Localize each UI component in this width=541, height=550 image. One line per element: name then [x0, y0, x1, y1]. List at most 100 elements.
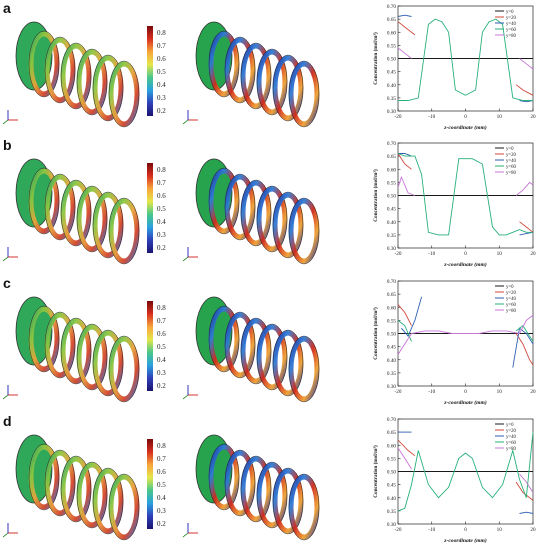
- colorbar: 0.8 0.7 0.6 0.5 0.4 0.3 0.2: [147, 439, 166, 529]
- y-tick-label: 0.60: [387, 443, 396, 449]
- helix-ribbon: [76, 186, 108, 252]
- colorbar-tick-label: 0.6: [157, 330, 166, 338]
- helix-ribbon: [108, 61, 140, 127]
- axis-y: [182, 119, 189, 125]
- legend-label: y=40: [506, 159, 517, 164]
- helix-ribbon: [288, 474, 320, 540]
- helix-ribbon: [208, 444, 240, 510]
- axis-triad: [182, 385, 198, 400]
- helix-edge: [240, 179, 272, 247]
- cylinder-disk: [15, 158, 53, 228]
- series-line-y80: [397, 447, 412, 470]
- helix-edge: [76, 48, 108, 116]
- legend-label: y=60: [506, 165, 517, 170]
- helix-ribbon: [256, 324, 288, 390]
- axis-y: [2, 532, 9, 538]
- y-tick-label: 0.30: [387, 246, 396, 252]
- helix-ribbon: [240, 318, 272, 384]
- concentration-render-left: [2, 434, 140, 541]
- y-tick-label: 0.60: [387, 30, 396, 36]
- legend-label: y=0: [506, 10, 514, 15]
- concentration-line-chart: 0.30 0.35 0.40 0.45 0.50 0.55 0.60 0.65 0.70 -20 -…: [372, 279, 536, 406]
- legend-label: y=20: [506, 291, 517, 296]
- y-tick-label: 0.55: [387, 456, 396, 462]
- axis-y: [2, 119, 9, 125]
- legend-label: y=0: [506, 285, 514, 290]
- series-line-y20: [515, 481, 534, 501]
- helix-ribbon: [208, 31, 240, 97]
- axis-triad: [2, 385, 18, 400]
- colorbar-gradient: [147, 163, 153, 253]
- velocity-render-right: [182, 434, 320, 541]
- colorbar-tick-label: 0.8: [157, 304, 166, 312]
- helix-ribbon: [256, 186, 288, 252]
- helix-edge: [224, 36, 256, 104]
- helix-edge: [28, 443, 60, 511]
- velocity-render-right: [182, 21, 320, 128]
- series-line-y80: [397, 314, 534, 355]
- helix-ribbon: [92, 55, 124, 121]
- helix-edge: [256, 48, 288, 116]
- helix-edge: [288, 335, 320, 403]
- colorbar-tick-label: 0.5: [157, 68, 166, 76]
- series-line-y80: [397, 47, 412, 59]
- x-tick-label: 0: [464, 527, 467, 533]
- colorbar-tick-label: 0.7: [157, 455, 166, 463]
- series-line-y60: [515, 324, 534, 342]
- axis-y: [182, 256, 189, 262]
- panel-letter: b: [3, 137, 12, 153]
- helix-ribbon: [44, 312, 76, 378]
- helix-edge: [288, 197, 320, 265]
- helix-ribbon: [256, 49, 288, 115]
- helix-edge: [60, 179, 92, 247]
- cylinder-disk: [15, 296, 53, 366]
- helix-edge: [272, 54, 304, 122]
- helix-edge: [92, 329, 124, 397]
- helix-ribbon: [288, 198, 320, 264]
- colorbar: 0.8 0.7 0.6 0.5 0.4 0.3 0.2: [147, 301, 166, 391]
- x-tick-label: -10: [428, 527, 435, 533]
- panel-row-d: d 0.8 0.7 0.6 0.5 0.4 0.3 0.2 0.30 0.35 0.40 0.45…: [0, 413, 541, 548]
- series-line-y80: [515, 181, 534, 196]
- colorbar-tick-label: 0.2: [157, 107, 166, 115]
- legend-label: y=60: [506, 303, 517, 308]
- y-tick-label: 0.50: [387, 194, 396, 200]
- helix-ribbon: [44, 450, 76, 516]
- helix-edge: [92, 191, 124, 259]
- helix-ribbon: [272, 468, 304, 534]
- cylinder-disk: [15, 21, 53, 91]
- colorbar-tick-label: 0.4: [157, 81, 166, 89]
- colorbar-tick-label: 0.2: [157, 520, 166, 528]
- y-tick-label: 0.40: [387, 83, 396, 89]
- helix-edge: [60, 455, 92, 523]
- helix-edge: [272, 191, 304, 259]
- helix-ribbon: [208, 168, 240, 234]
- x-tick-label: 20: [530, 389, 536, 395]
- y-tick-label: 0.35: [387, 96, 396, 102]
- helix-edge: [240, 317, 272, 385]
- cylinder-disk: [15, 434, 53, 504]
- series-line-y60: [397, 432, 534, 512]
- series-line-y20: [397, 439, 416, 457]
- panel-letter: d: [3, 413, 12, 429]
- helix-edge: [108, 335, 140, 403]
- helix-ribbon: [240, 180, 272, 246]
- series-line-y20: [515, 84, 534, 96]
- legend-label: y=0: [506, 423, 514, 428]
- velocity-render-right: [182, 158, 320, 265]
- helix-edge: [44, 36, 76, 104]
- y-tick-label: 0.50: [387, 470, 396, 476]
- helix-edge: [224, 449, 256, 517]
- colorbar-tick-label: 0.4: [157, 494, 166, 502]
- helix-edge: [60, 42, 92, 110]
- colorbar-tick-label: 0.3: [157, 231, 166, 239]
- series-line-y40: [512, 327, 534, 368]
- series-line-y80: [397, 175, 416, 196]
- helix-ribbon: [44, 37, 76, 103]
- x-tick-label: 10: [497, 389, 503, 395]
- x-tick-label: 20: [530, 527, 536, 533]
- series-line-y60: [397, 153, 533, 236]
- colorbar-tick-label: 0.5: [157, 343, 166, 351]
- legend-label: y=0: [506, 147, 514, 152]
- y-tick-label: 0.45: [387, 207, 396, 213]
